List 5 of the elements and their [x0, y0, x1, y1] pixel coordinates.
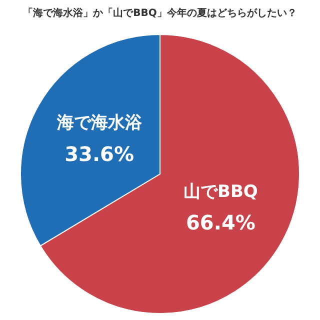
data-label: 66.4%: [186, 210, 256, 235]
data-label: 33.6%: [64, 142, 134, 166]
slice-label: 海で海水浴: [56, 113, 143, 134]
slice-label: 山でBBQ: [184, 182, 258, 202]
chart-title: 「海で海水浴」か「山でBBQ」今年の夏はどちらがしたい？: [22, 6, 298, 21]
